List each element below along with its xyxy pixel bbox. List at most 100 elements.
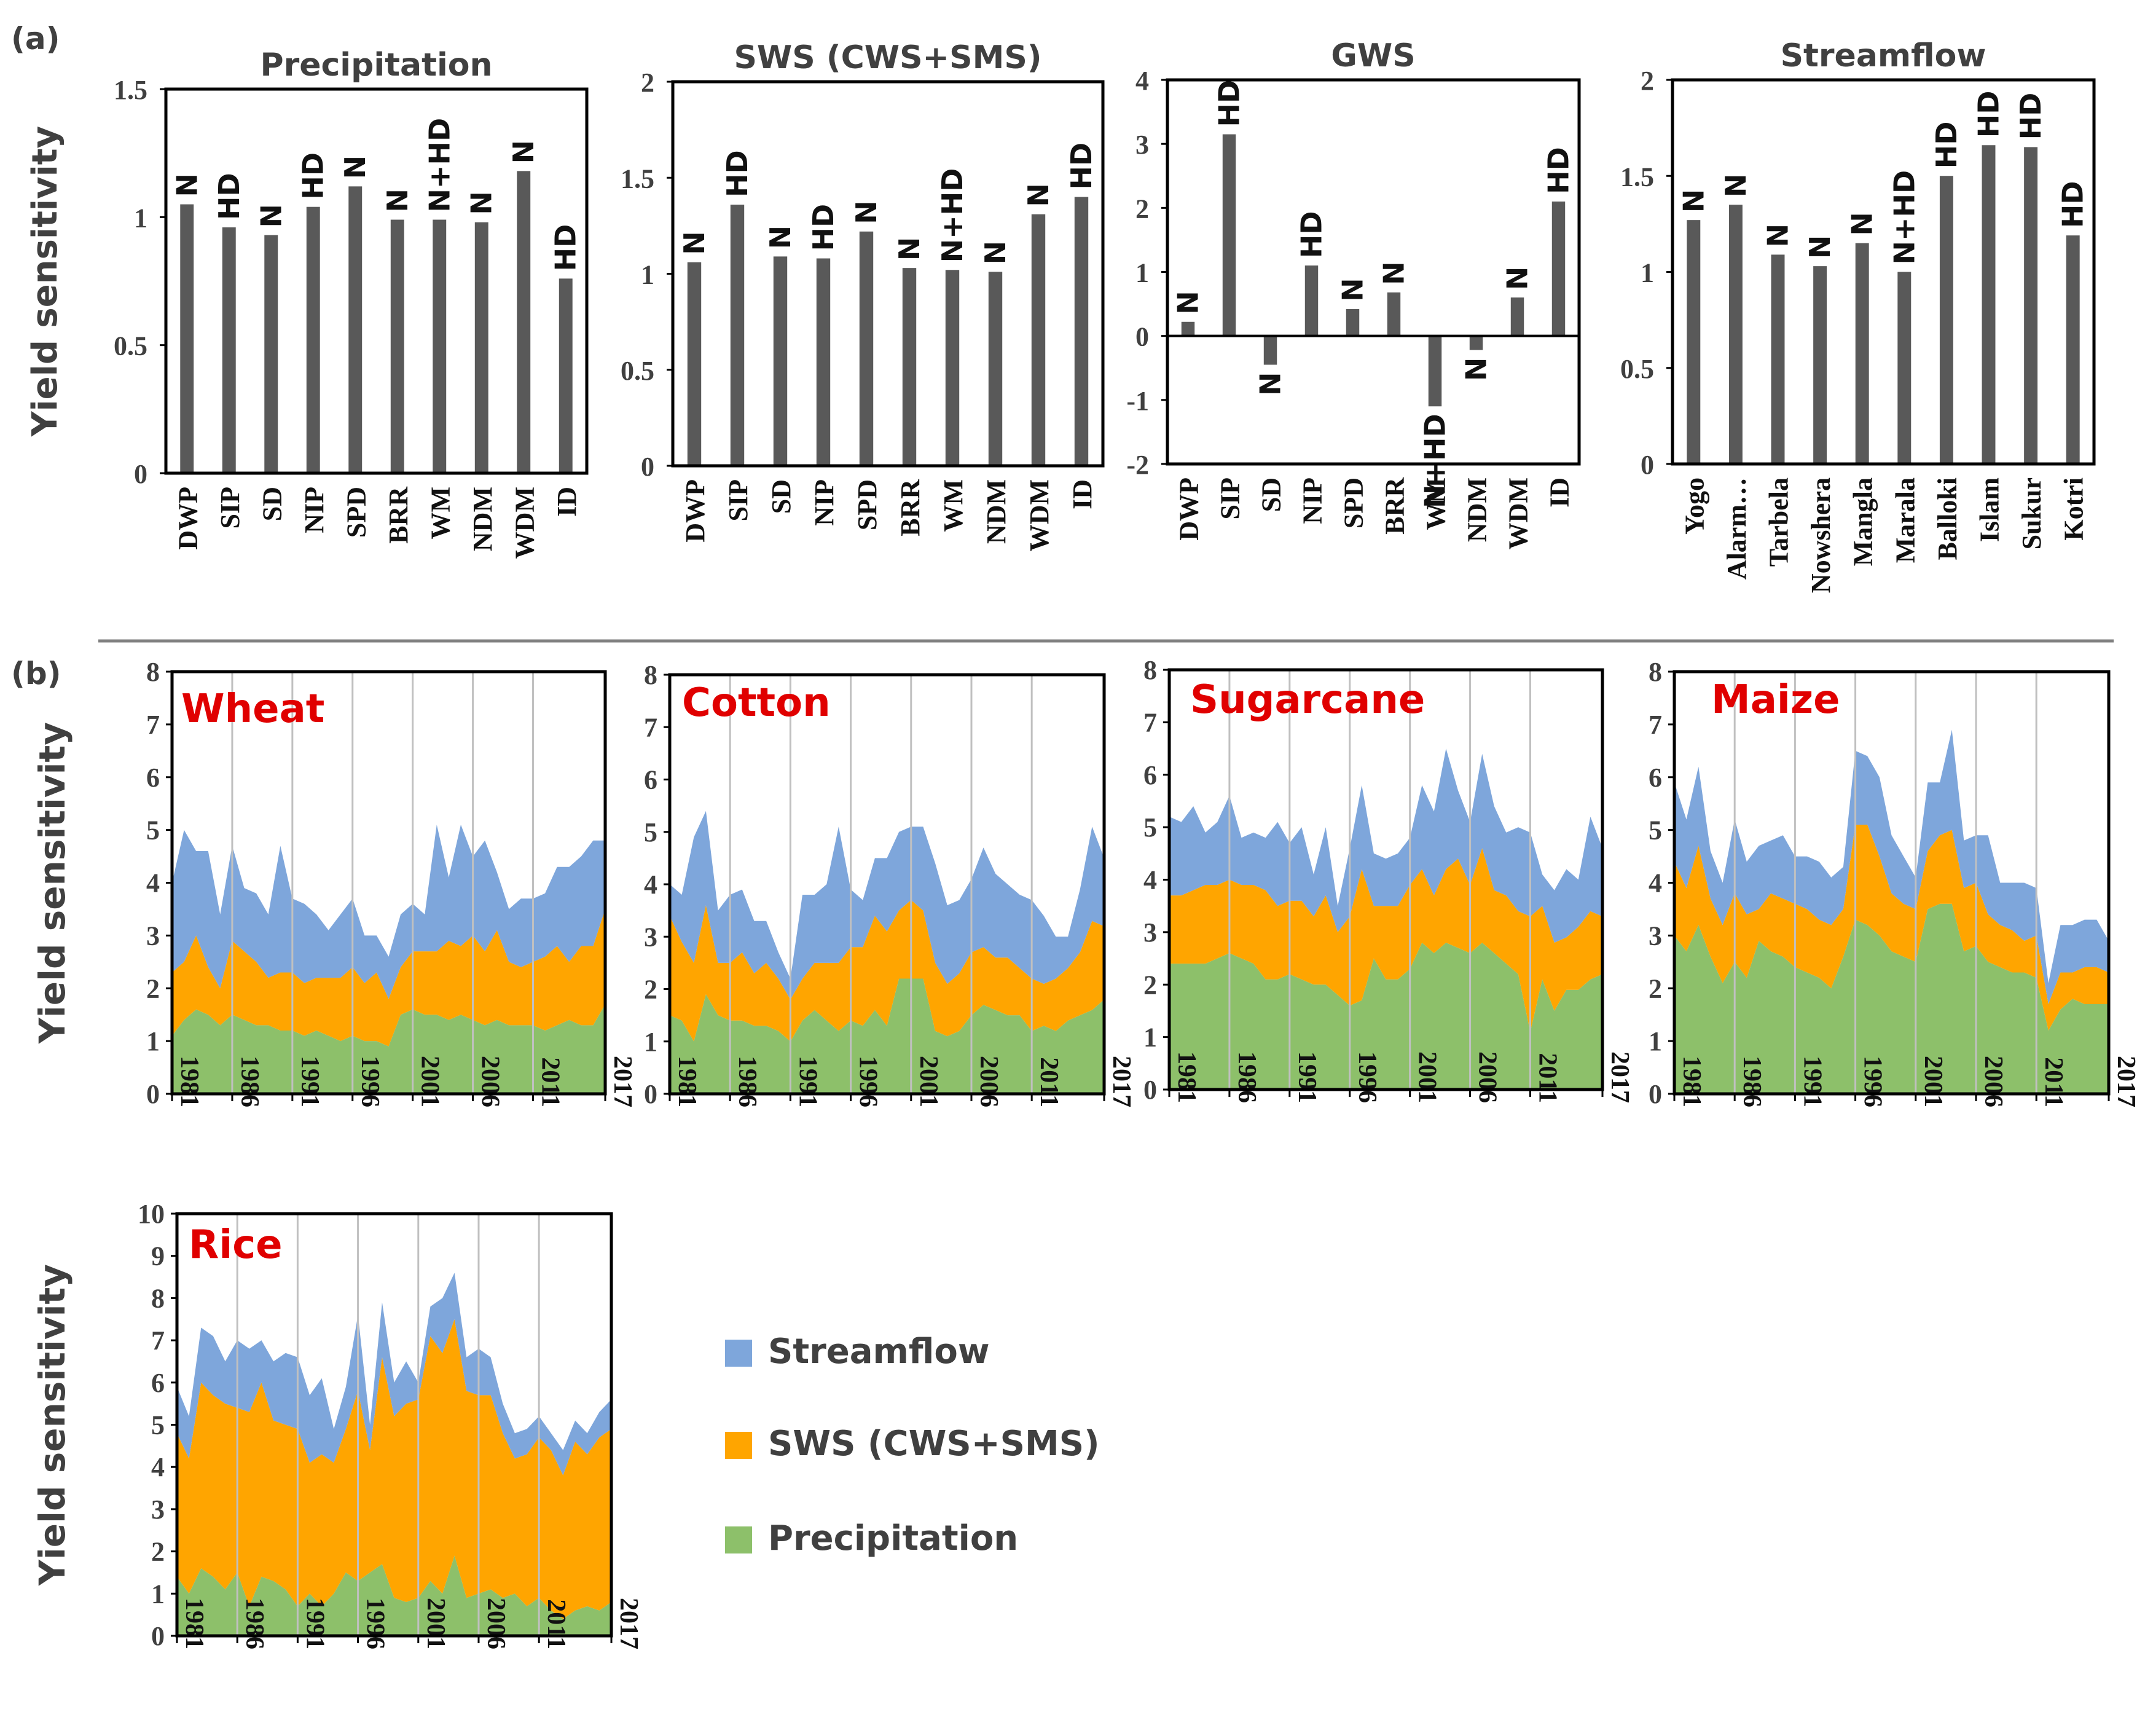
legend-label-precipitation: Precipitation <box>768 1518 1018 1558</box>
area-panels: 1981 1986 1991 1996 2001 2006 2011 201701234567… <box>31 655 2140 1651</box>
bar-spd <box>859 231 874 466</box>
x-category-label: Yogo <box>1679 477 1709 535</box>
plot-frame <box>175 1212 613 1638</box>
bar-kotri <box>2066 235 2080 464</box>
y-tick-label: 1 <box>134 203 147 233</box>
x-tick-label: 2006 <box>974 1056 1003 1107</box>
y-tick-label: 7 <box>151 1326 165 1356</box>
plot-frame <box>1166 78 1581 466</box>
y-tick-label: 0 <box>644 1079 657 1109</box>
y-tick-label: 8 <box>1143 655 1157 685</box>
bar-annotation: HD <box>297 152 330 200</box>
y-tick-label: 2 <box>644 975 657 1005</box>
x-tick-label: 1996 <box>356 1056 384 1107</box>
area-chart-cotton: 1981 1986 1991 1996 2001 2006 2011 2017 0 1 2 3 4 5 6 7… <box>644 660 1135 1109</box>
y-tick-label: 2 <box>1641 66 1654 96</box>
y-tick-label: 5 <box>1143 812 1157 842</box>
x-tick-label: 1986 <box>240 1598 269 1649</box>
bar-wm <box>1428 336 1442 407</box>
bar-id <box>1074 197 1089 466</box>
area-streamflow <box>1169 748 1602 943</box>
x-category-label: ID <box>552 487 582 517</box>
x-category-label: SD <box>257 487 287 521</box>
x-tick-label: 1981 <box>180 1598 208 1649</box>
x-tick-label: 2017 <box>614 1598 643 1649</box>
bar-annotation: N <box>339 155 372 179</box>
x-tick-label: 1996 <box>1859 1056 1887 1107</box>
area-precipitation <box>177 1555 611 1636</box>
y-tick-label: 0.5 <box>114 331 147 361</box>
y-tick-label: 3 <box>1649 921 1662 951</box>
y-tick-label: 1 <box>1143 1023 1157 1053</box>
x-category-label: Nowshera <box>1806 477 1836 593</box>
y-tick-label: 6 <box>146 763 160 793</box>
bar-annotation: N <box>254 204 288 228</box>
x-category-label: NIP <box>809 479 839 526</box>
x-tick-label: 1981 <box>1677 1056 1706 1107</box>
x-category-label: WDM <box>1024 479 1054 551</box>
panel-b-label: (b) <box>11 656 61 691</box>
area-chart-rice: 1981 1986 1991 1996 2001 2006 2011 2017 0 1 2 3 4 5 6 7… <box>31 1199 643 1651</box>
bar-annotation: N <box>1022 183 1055 207</box>
y-tick-label: 2 <box>1649 973 1662 1004</box>
x-category-label: Kotri <box>2059 477 2089 541</box>
y-tick-label: 4 <box>1135 66 1149 96</box>
y-tick-label: 2 <box>146 973 160 1004</box>
x-category-label: ID <box>1067 479 1097 509</box>
y-tick-label: 1 <box>1641 258 1654 288</box>
x-category-label: SPD <box>341 487 371 538</box>
bar-annotation: N+HD <box>936 168 969 263</box>
bar-annotation: HD <box>2057 181 2090 228</box>
x-tick-label: 2017 <box>2112 1056 2140 1107</box>
x-tick-label: 1981 <box>175 1056 203 1107</box>
bar-wm <box>433 219 447 473</box>
x-category-label: Mangla <box>1848 477 1878 566</box>
bar-annotation: N+HD <box>1419 414 1452 508</box>
bar-ndm <box>474 222 488 473</box>
legend-swatch-precipitation <box>725 1526 752 1553</box>
panel-a-label: (a) <box>11 21 60 57</box>
bar-alarm <box>1728 205 1743 464</box>
bar-annotation: HD <box>721 150 754 197</box>
bar-brr <box>902 268 917 466</box>
x-tick-label: 1991 <box>300 1598 329 1649</box>
x-tick-label: 1991 <box>1293 1051 1321 1103</box>
chart-title: Precipitation <box>260 47 492 84</box>
bar-annotation: N <box>1803 235 1837 259</box>
bar-wdm <box>1510 297 1524 336</box>
x-category-label: Sukur <box>2017 477 2047 549</box>
x-category-label: WDM <box>509 487 539 559</box>
y-tick-label: 0 <box>1641 450 1654 480</box>
y-tick-label: 4 <box>1143 865 1157 895</box>
y-tick-label: -2 <box>1126 450 1149 480</box>
x-tick-label: 1986 <box>235 1056 264 1107</box>
plot-frame <box>1672 670 2111 1096</box>
bar-id <box>1551 201 1566 336</box>
bar-annotation: N <box>1460 358 1493 382</box>
y-tick-label: 4 <box>146 868 160 898</box>
y-tick-label: 0 <box>146 1079 160 1109</box>
x-tick-label: 2017 <box>608 1056 637 1107</box>
bar-annotation: HD <box>2014 93 2047 140</box>
x-category-label: SD <box>1257 477 1287 512</box>
crop-title: Sugarcane <box>1190 677 1425 723</box>
y-tick-label: 1.5 <box>1620 162 1654 192</box>
bar-balloki <box>1939 176 1953 464</box>
chart-title: GWS <box>1331 37 1416 74</box>
bar-chart-gws: GWS -2 -1 0 1 2 3 4 N DWP HD SIP N SD HD NIP N SPD N BRR N+H… <box>1126 37 1581 549</box>
x-category-label: Islam <box>1975 477 2005 542</box>
bar-ndm <box>988 272 1003 466</box>
bar-nip <box>816 258 831 466</box>
area-precipitation <box>1169 943 1602 1090</box>
bar-sd <box>773 256 788 466</box>
x-category-label: SPD <box>1339 477 1369 528</box>
bar-dwp <box>180 204 194 473</box>
y-tick-label: 0 <box>151 1621 165 1651</box>
bar-annotation: HD <box>213 173 246 220</box>
x-category-label: BRR <box>1380 477 1410 535</box>
crop-title: Rice <box>189 1222 283 1268</box>
y-tick-label: 1.5 <box>621 163 654 194</box>
crop-title: Wheat <box>181 686 324 732</box>
x-tick-label: 2006 <box>482 1598 510 1649</box>
